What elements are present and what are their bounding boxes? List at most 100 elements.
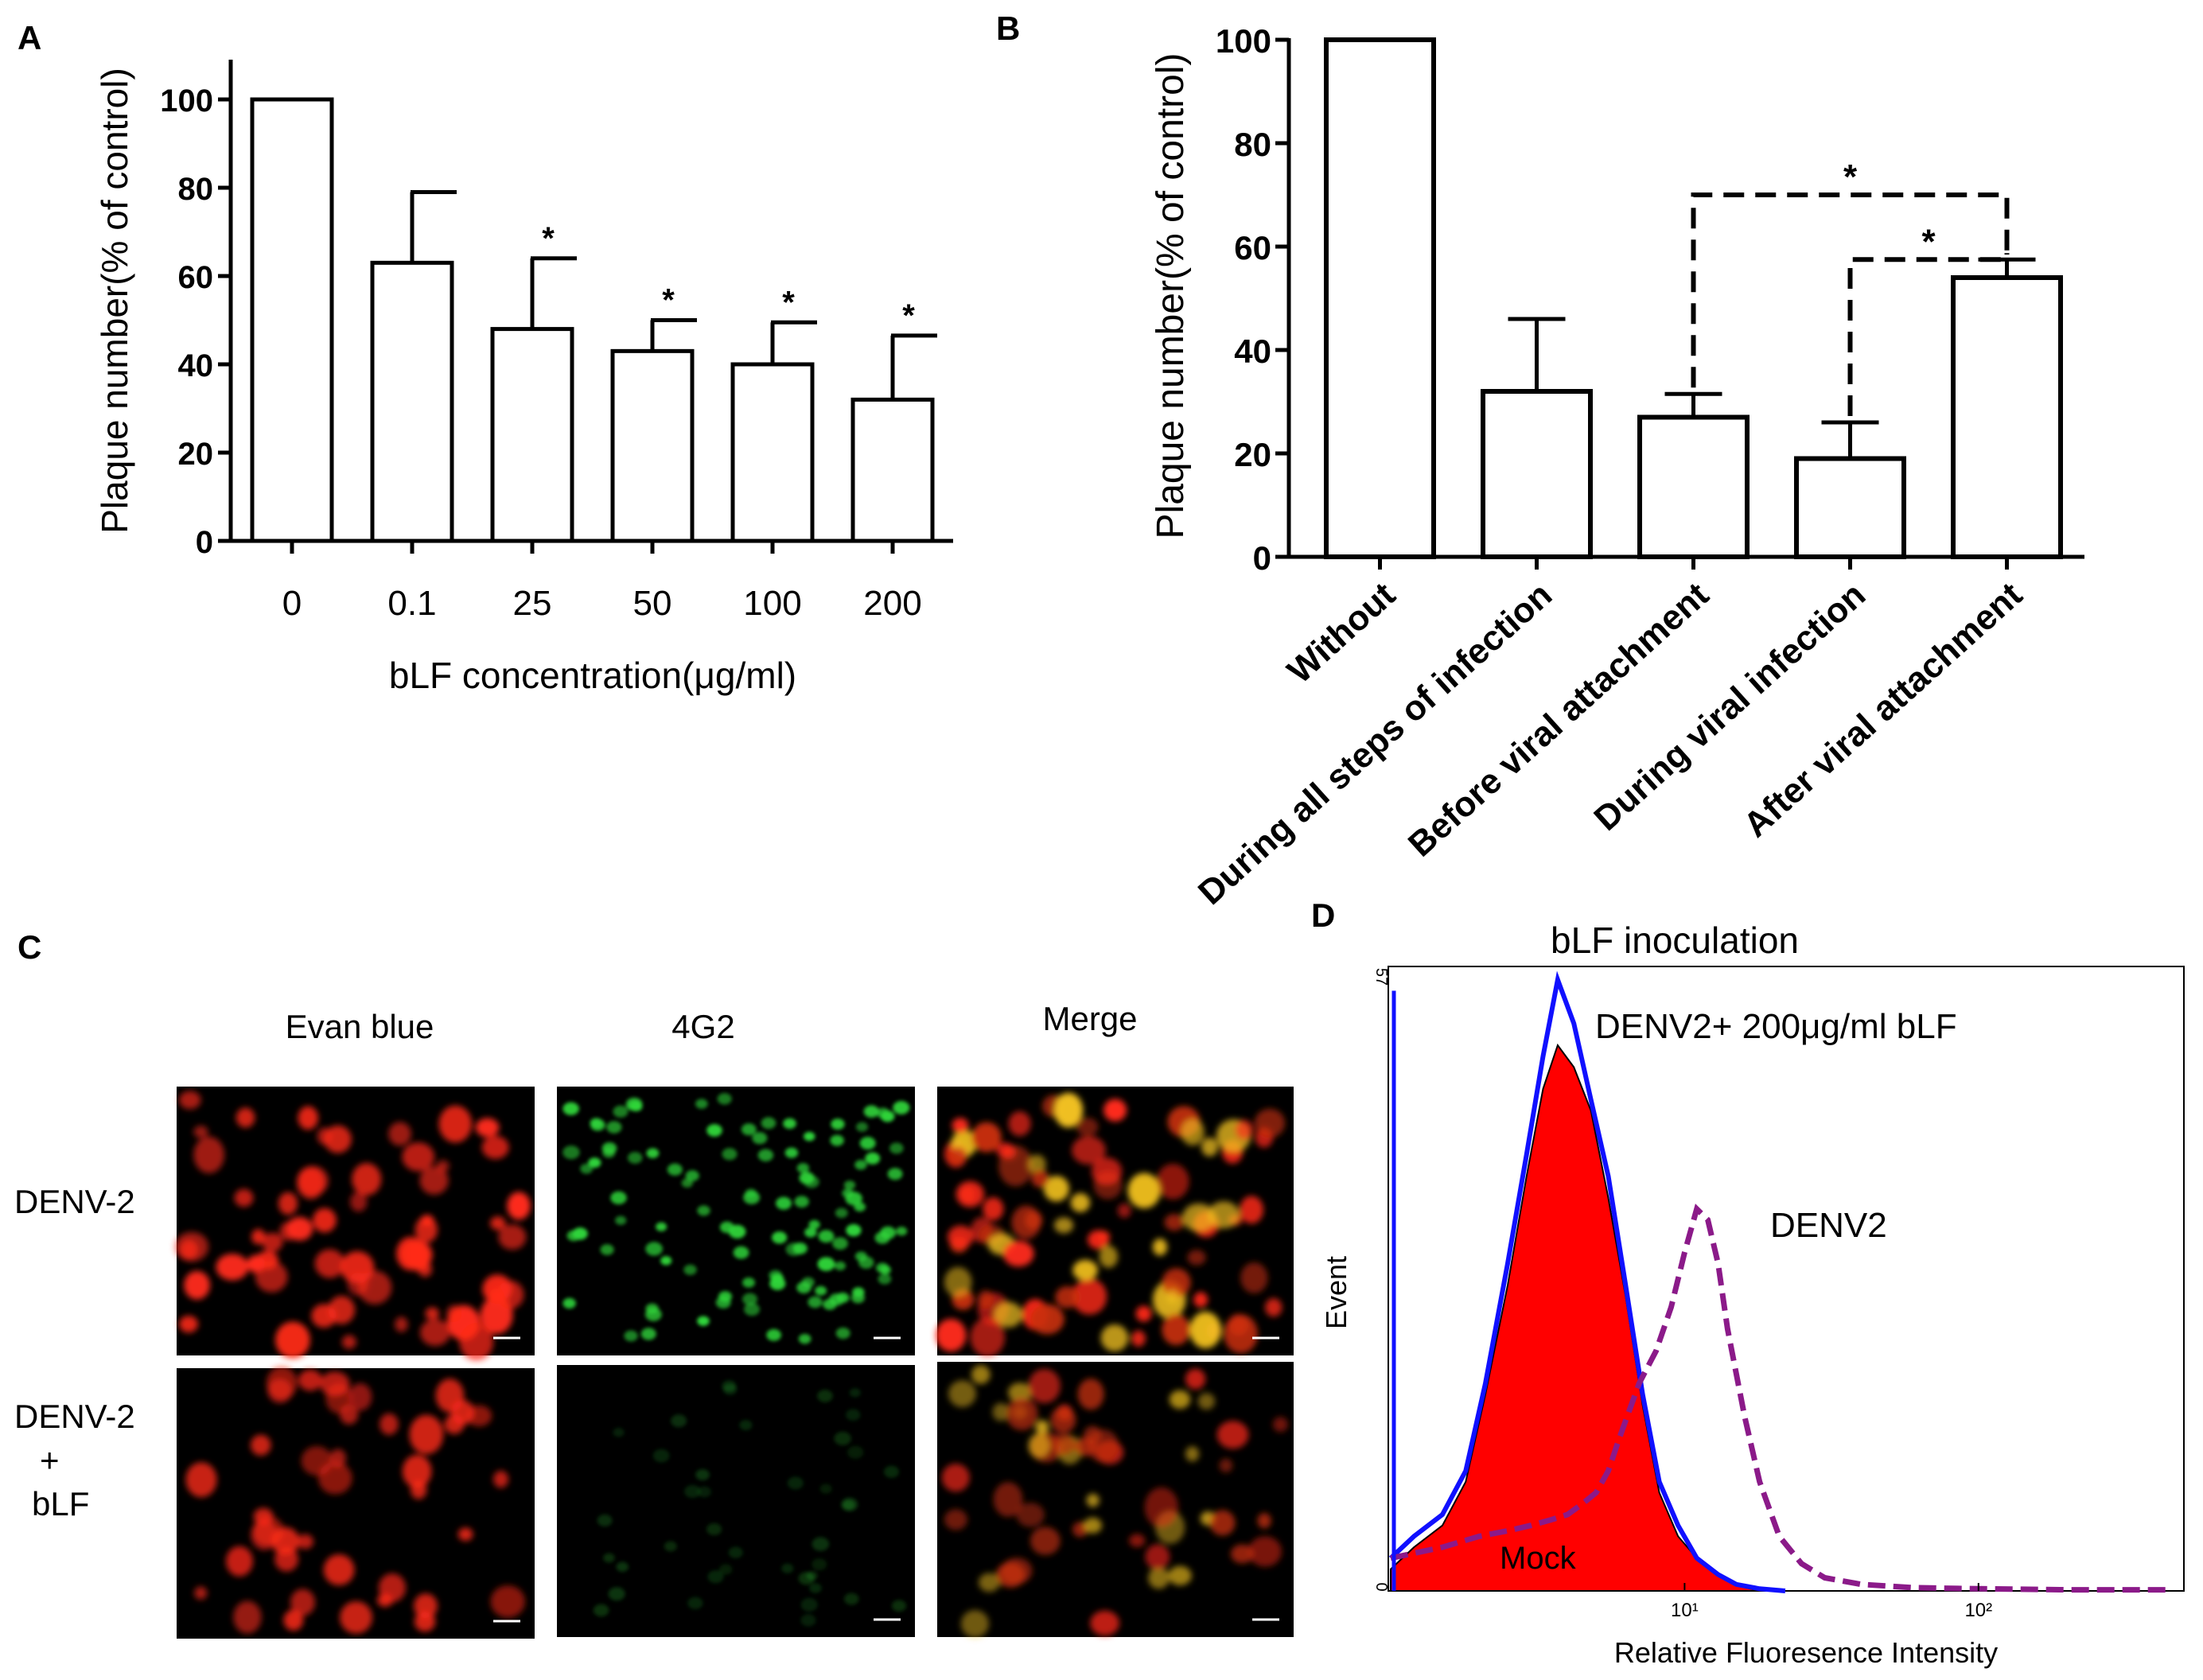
a-significance-star: * bbox=[782, 285, 795, 320]
c-cell bbox=[311, 1304, 337, 1328]
d-legend-mock: Mock bbox=[1500, 1541, 1577, 1576]
c-cell bbox=[995, 1562, 1026, 1588]
c-cell bbox=[1050, 1406, 1076, 1433]
a-significance-star: * bbox=[662, 283, 675, 318]
c-cell bbox=[960, 1609, 990, 1638]
c-cell bbox=[580, 1163, 594, 1174]
c-cell bbox=[1016, 1503, 1045, 1527]
c-row-denv2-blf-line3: bLF bbox=[32, 1485, 89, 1522]
c-cell bbox=[247, 1254, 266, 1274]
c-cell bbox=[593, 1604, 609, 1617]
c-cell bbox=[1072, 1278, 1107, 1315]
c-cell bbox=[652, 1449, 670, 1463]
c-cell bbox=[834, 1431, 851, 1446]
c-cell bbox=[1169, 1390, 1191, 1410]
c-cell bbox=[1031, 1169, 1049, 1188]
c-cell bbox=[804, 1227, 817, 1238]
c-cell bbox=[1265, 1297, 1282, 1317]
c-cell bbox=[1077, 1378, 1104, 1410]
c-cell bbox=[615, 1215, 627, 1225]
c-cell bbox=[1054, 1217, 1074, 1234]
panel-label-c: C bbox=[18, 928, 41, 966]
a-ytick-label: 0 bbox=[196, 525, 213, 560]
c-cell bbox=[624, 1330, 638, 1342]
c-cell bbox=[706, 1522, 722, 1536]
c-cell bbox=[1117, 1203, 1131, 1218]
c-cell bbox=[1182, 1203, 1216, 1232]
a-y-ticks: 0 20 40 60 80 100 bbox=[160, 84, 231, 560]
c-cell bbox=[812, 1558, 827, 1571]
panel-label-b: B bbox=[996, 10, 1020, 47]
c-cell bbox=[863, 1105, 879, 1118]
c-cell bbox=[744, 1303, 761, 1316]
c-cell bbox=[728, 1546, 743, 1558]
b-ytick-label: 40 bbox=[1234, 332, 1271, 370]
c-cell bbox=[396, 1236, 426, 1270]
c-row-denv2-blf-line2: + bbox=[40, 1441, 60, 1479]
c-cell bbox=[1090, 1610, 1120, 1636]
c-cell bbox=[1051, 1433, 1076, 1456]
c-cell bbox=[697, 1486, 711, 1498]
a-xtick-label: 200 bbox=[863, 584, 921, 623]
c-cell bbox=[1162, 1313, 1191, 1346]
c-cell bbox=[706, 1124, 722, 1137]
c-cell bbox=[178, 1091, 201, 1110]
c-cell bbox=[775, 1196, 792, 1210]
c-cell bbox=[835, 1327, 850, 1340]
c-cell bbox=[340, 1600, 373, 1634]
c-cell bbox=[193, 1126, 208, 1138]
d-legend-blf: DENV2+ 200μg/ml bLF bbox=[1595, 1007, 1957, 1046]
c-cell bbox=[640, 1328, 656, 1340]
a-significance-star: * bbox=[902, 298, 915, 333]
b-xtick-label: Without bbox=[1280, 575, 1403, 691]
a-ytick-label: 20 bbox=[178, 437, 214, 472]
c-cell bbox=[475, 1118, 500, 1138]
a-xtick-label: 25 bbox=[513, 584, 552, 623]
c-col-merge: Merge bbox=[1042, 1000, 1137, 1037]
c-cell bbox=[1027, 1154, 1046, 1174]
c-cell bbox=[481, 1135, 509, 1160]
c-cell bbox=[832, 1237, 848, 1250]
b-y-ticks: 0 20 40 60 80 100 bbox=[1216, 22, 1289, 577]
c-cell bbox=[174, 1231, 209, 1262]
c-cell bbox=[496, 1280, 524, 1309]
c-cell bbox=[1129, 1534, 1146, 1547]
c-cell bbox=[769, 1270, 783, 1281]
b-y-axis-label: Plaque number(% of control) bbox=[1150, 53, 1192, 539]
c-cell-layer bbox=[936, 1092, 1286, 1357]
c-cell bbox=[944, 1509, 968, 1530]
c-cell bbox=[562, 1102, 579, 1116]
c-cell bbox=[798, 1333, 812, 1344]
c-row-denv2-blf-line1: DENV-2 bbox=[14, 1398, 135, 1435]
c-cell bbox=[1248, 1536, 1282, 1567]
c-cell bbox=[1162, 1268, 1191, 1297]
c-cell bbox=[801, 1277, 815, 1288]
c-cell bbox=[233, 1600, 262, 1634]
c-cell bbox=[878, 1274, 892, 1285]
c-cell bbox=[889, 1142, 904, 1154]
c-cell bbox=[819, 1484, 832, 1494]
c-cell bbox=[1008, 1382, 1032, 1403]
c-cell bbox=[1209, 1510, 1236, 1536]
c-image-background bbox=[937, 1362, 1294, 1637]
c-cell bbox=[787, 1476, 804, 1490]
c-cell bbox=[402, 1142, 435, 1172]
c-cell bbox=[896, 1227, 908, 1236]
c-cell bbox=[993, 1301, 1023, 1328]
c-cell bbox=[808, 1296, 823, 1309]
c-col-evan-blue: Evan blue bbox=[286, 1008, 434, 1045]
c-cell bbox=[419, 1319, 451, 1346]
c-cell bbox=[806, 1571, 818, 1581]
c-cell bbox=[846, 1409, 861, 1421]
c-cell bbox=[1257, 1512, 1271, 1529]
c-cell bbox=[850, 1292, 866, 1304]
c-cell bbox=[1053, 1092, 1084, 1128]
d-xtick-label: 10¹ bbox=[1671, 1600, 1699, 1621]
c-cell bbox=[1002, 1240, 1034, 1267]
c-cell bbox=[566, 1230, 581, 1242]
c-cell bbox=[234, 1188, 254, 1208]
b-ytick-label: 100 bbox=[1216, 22, 1271, 60]
c-cell bbox=[379, 1413, 399, 1435]
micrograph-panel: Evan blue 4G2 Merge DENV-2 DENV-2 + bLF bbox=[14, 1000, 1294, 1639]
